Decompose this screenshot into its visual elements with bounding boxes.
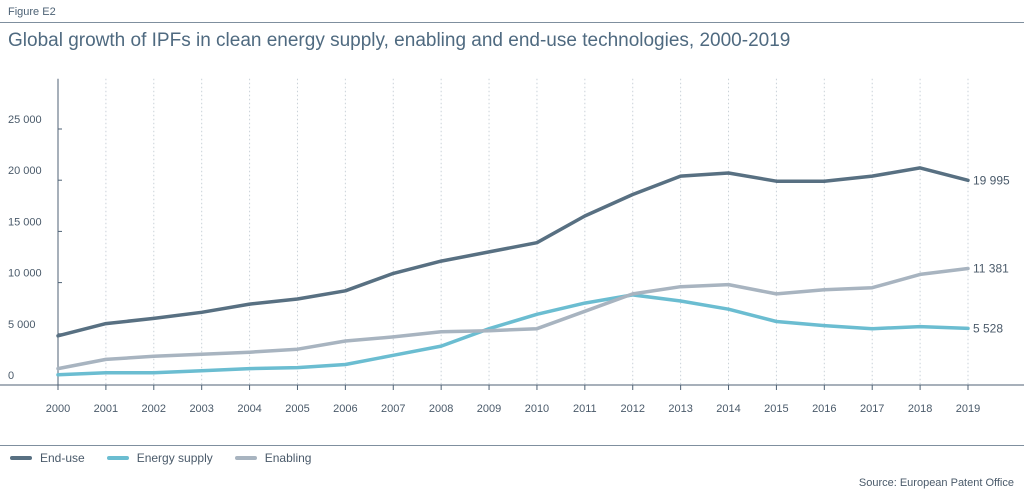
x-tick-label-2003: 2003: [189, 403, 213, 415]
y-tick-labels: 0 5 000 10 000 15 000 20 000 25 000: [8, 114, 42, 382]
source-note: Source: European Patent Office: [858, 477, 1014, 489]
legend-item-0: End-use: [10, 451, 85, 465]
x-tick-label-2006: 2006: [333, 403, 357, 415]
y-tick-label-10000: 10 000: [8, 268, 42, 280]
series-line-1: [56, 293, 970, 377]
y-tick-label-15000: 15 000: [8, 216, 42, 228]
legend-label-2: Enabling: [264, 451, 312, 465]
x-tick-label-2013: 2013: [668, 403, 692, 415]
legend-swatch-1: [106, 456, 129, 460]
figure-label: Figure E2: [8, 6, 56, 18]
legend-divider: [0, 445, 1024, 446]
legend-label-0: End-use: [40, 451, 85, 465]
chart-title: Global growth of IPFs in clean energy su…: [8, 30, 791, 51]
end-label-2: 11 381: [973, 261, 1009, 275]
axes: [0, 78, 1024, 390]
x-tick-label-2007: 2007: [381, 403, 405, 415]
x-tick-label-2000: 2000: [46, 403, 70, 415]
x-tick-labels: 2000 2001 2002 2003 2004 2005 2006 2007 2008 2009…: [46, 403, 980, 415]
legend-swatch-0: [10, 456, 32, 460]
legend-item-2: Enabling: [234, 451, 312, 465]
y-tick-label-20000: 20 000: [8, 165, 42, 177]
x-tick-label-2016: 2016: [812, 403, 836, 415]
y-tick-label-25000: 25 000: [8, 114, 42, 126]
series-line-2: [56, 266, 970, 371]
series-line-0: [56, 166, 970, 338]
gridlines: [105, 78, 969, 385]
legend: End-use Energy supply Enabling: [10, 451, 333, 465]
end-label-1: 5 528: [973, 321, 1003, 335]
x-tick-label-2001: 2001: [94, 403, 118, 415]
legend-item-1: Energy supply: [106, 451, 213, 465]
y-tick-label-0: 0: [8, 370, 14, 382]
x-tick-label-2002: 2002: [142, 403, 166, 415]
top-divider: [0, 22, 1024, 23]
x-tick-label-2004: 2004: [237, 403, 261, 415]
x-tick-label-2011: 2011: [573, 403, 597, 415]
series-lines: [56, 166, 970, 377]
x-tick-label-2008: 2008: [429, 403, 453, 415]
x-tick-label-2012: 2012: [620, 403, 644, 415]
x-tick-label-2018: 2018: [908, 403, 932, 415]
x-tick-label-2010: 2010: [525, 403, 549, 415]
x-tick-label-2019: 2019: [956, 403, 980, 415]
x-tick-label-2017: 2017: [860, 403, 884, 415]
y-tick-label-5000: 5 000: [8, 319, 36, 331]
x-tick-label-2014: 2014: [716, 403, 740, 415]
legend-swatch-2: [234, 456, 257, 460]
x-tick-label-2015: 2015: [764, 403, 788, 415]
x-tick-label-2005: 2005: [285, 403, 309, 415]
x-tick-label-2009: 2009: [477, 403, 501, 415]
end-labels: 19 995 5 528 11 381: [973, 173, 1010, 335]
legend-label-1: Energy supply: [136, 451, 213, 465]
end-label-0: 19 995: [973, 173, 1010, 187]
